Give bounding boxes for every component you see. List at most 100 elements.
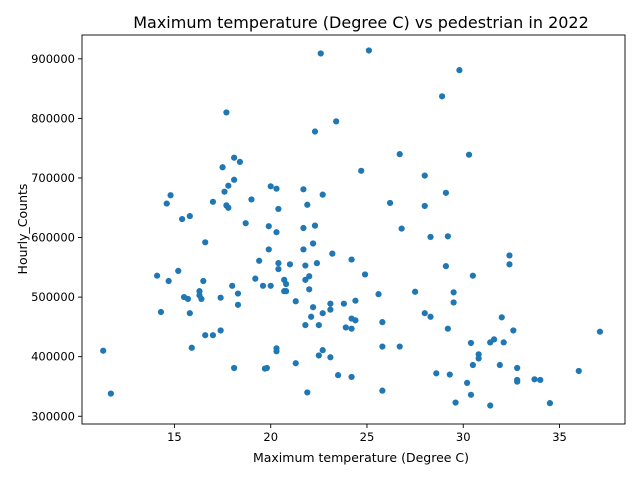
data-point-112 [421, 310, 428, 317]
data-point-143 [514, 364, 521, 372]
data-point-28 [225, 182, 232, 189]
data-point-72 [308, 313, 315, 320]
data-point-47 [267, 282, 274, 289]
data-point-120 [444, 325, 451, 332]
data-point-146 [531, 376, 538, 383]
data-point-147 [537, 376, 544, 384]
x-tick-label: 15 [167, 430, 182, 444]
data-point-4 [163, 200, 170, 207]
data-point-60 [292, 298, 299, 305]
data-point-82 [319, 310, 326, 317]
data-point-141 [506, 261, 513, 268]
data-point-12 [186, 310, 193, 317]
data-point-45 [265, 246, 272, 253]
data-point-103 [379, 343, 386, 350]
data-point-59 [286, 261, 294, 268]
data-point-7 [175, 267, 182, 275]
data-point-29 [225, 204, 232, 211]
data-point-1 [107, 390, 114, 397]
x-tick-label: 20 [263, 430, 278, 444]
data-point-58 [283, 288, 290, 295]
data-point-32 [231, 176, 238, 183]
y-tick-label: 900000 [31, 52, 75, 66]
data-point-26 [223, 109, 230, 116]
data-point-83 [319, 347, 326, 354]
data-point-88 [333, 118, 340, 125]
data-point-17 [200, 277, 207, 285]
data-point-106 [396, 151, 403, 158]
data-point-71 [306, 286, 313, 293]
data-point-131 [469, 361, 476, 369]
data-point-21 [209, 332, 217, 339]
data-point-64 [300, 246, 307, 253]
data-point-105 [386, 199, 394, 207]
data-point-119 [444, 233, 451, 240]
data-point-48 [273, 185, 280, 192]
data-point-38 [248, 196, 255, 203]
data-point-127 [465, 151, 473, 158]
data-point-113 [427, 233, 434, 241]
data-point-85 [327, 306, 334, 313]
data-point-20 [209, 198, 217, 205]
data-point-133 [475, 355, 482, 362]
data-point-115 [433, 370, 440, 377]
data-point-140 [506, 252, 513, 259]
data-point-148 [546, 400, 554, 407]
data-point-94 [348, 325, 355, 332]
data-point-74 [309, 304, 317, 311]
data-point-84 [327, 300, 334, 307]
data-point-97 [352, 317, 359, 324]
x-tick-label: 25 [360, 430, 375, 444]
data-point-101 [375, 291, 382, 298]
data-point-104 [379, 387, 386, 394]
data-point-73 [309, 240, 317, 247]
data-point-76 [311, 222, 319, 229]
data-point-31 [231, 154, 238, 161]
data-point-109 [412, 288, 419, 295]
data-point-80 [317, 50, 324, 57]
data-point-30 [229, 282, 236, 289]
data-point-52 [275, 205, 282, 213]
data-point-102 [379, 319, 386, 326]
data-point-75 [311, 128, 319, 135]
points-layer [100, 47, 604, 409]
data-point-89 [334, 372, 342, 379]
data-point-33 [231, 364, 238, 372]
data-point-87 [329, 250, 336, 257]
data-point-128 [467, 339, 475, 347]
data-point-91 [342, 324, 349, 331]
data-point-78 [315, 322, 322, 329]
data-point-81 [319, 191, 326, 198]
data-point-69 [304, 389, 311, 396]
data-point-44 [265, 223, 272, 230]
data-point-123 [450, 299, 457, 306]
data-point-34 [234, 290, 242, 297]
data-point-2 [153, 272, 161, 279]
data-point-126 [464, 379, 471, 386]
x-axis-label: Maximum temperature (Degree C) [253, 450, 469, 465]
y-tick-label: 400000 [31, 350, 75, 364]
data-point-116 [438, 93, 446, 100]
x-tick-label: 30 [456, 430, 471, 444]
data-point-139 [500, 339, 507, 346]
data-point-110 [421, 172, 428, 179]
data-point-130 [469, 272, 476, 279]
data-point-90 [340, 300, 347, 307]
data-point-13 [188, 344, 195, 351]
data-point-70 [306, 273, 313, 280]
data-point-121 [446, 371, 453, 378]
data-point-43 [263, 364, 270, 372]
data-point-16 [198, 295, 205, 303]
data-point-35 [234, 301, 242, 308]
data-point-25 [221, 188, 228, 195]
data-point-49 [273, 229, 280, 236]
y-axis-label: Hourly_Counts [15, 184, 30, 275]
data-point-86 [327, 354, 334, 361]
data-point-46 [267, 183, 274, 190]
data-point-114 [427, 313, 434, 320]
plot-frame [81, 34, 626, 425]
data-point-41 [259, 282, 267, 289]
data-point-62 [300, 186, 307, 193]
data-point-124 [452, 399, 459, 406]
